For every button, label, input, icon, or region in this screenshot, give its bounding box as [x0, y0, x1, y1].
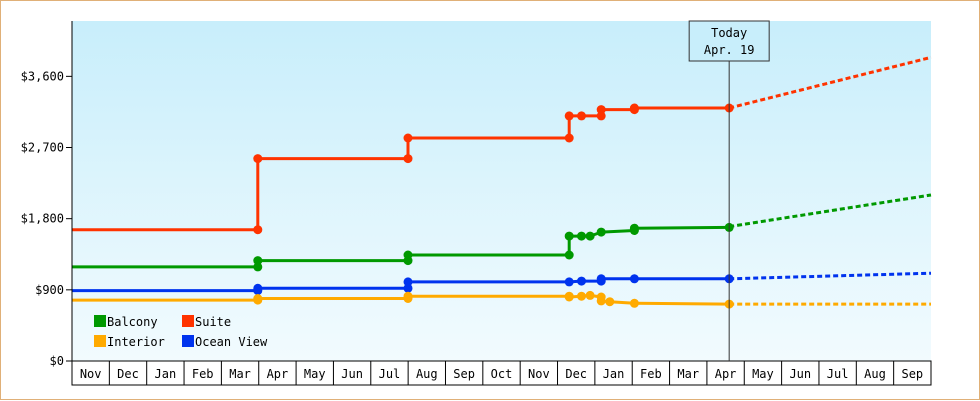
legend-label-balcony: Balcony — [107, 315, 158, 329]
forecast-line-ocean-view — [729, 271, 932, 281]
legend-swatch-ocean-view — [182, 335, 194, 347]
series-suite — [72, 55, 932, 235]
x-tick-label: Mar — [229, 367, 251, 381]
x-tick-label: Nov — [80, 367, 102, 381]
y-tick-label: $1,800 — [21, 212, 64, 226]
data-point — [564, 231, 574, 241]
data-point — [629, 223, 639, 233]
series-layer — [72, 55, 932, 309]
y-tick-label: $0 — [50, 354, 64, 368]
data-point — [403, 250, 413, 260]
data-point — [253, 294, 263, 303]
y-tick-label: $3,600 — [21, 69, 64, 83]
data-point — [596, 274, 606, 284]
data-point — [253, 256, 263, 266]
today-box — [688, 20, 770, 62]
x-tick-label: Jul — [827, 367, 849, 381]
x-tick-label: Feb — [640, 367, 662, 381]
legend-label-ocean-view: Ocean View — [195, 335, 268, 349]
plot-area — [72, 21, 931, 361]
legend-swatch-interior — [94, 335, 106, 347]
data-point — [253, 283, 263, 293]
data-point — [577, 111, 586, 121]
x-tick-label: Oct — [491, 367, 513, 381]
x-tick-label: May — [304, 367, 326, 381]
data-point — [605, 297, 615, 307]
data-point — [585, 231, 595, 241]
data-point — [403, 154, 413, 164]
data-point — [253, 262, 263, 272]
y-tick-label: $900 — [35, 283, 64, 297]
x-tick-label: Aug — [416, 367, 438, 381]
data-point — [596, 296, 606, 306]
legend-label-interior: Interior — [107, 335, 165, 349]
data-point — [403, 277, 413, 287]
month-band — [71, 360, 932, 386]
x-tick-label: Apr — [715, 367, 737, 381]
legend-label-suite: Suite — [195, 315, 231, 329]
data-point — [564, 277, 574, 287]
data-point — [564, 292, 574, 302]
data-point — [596, 227, 606, 237]
x-tick-label: Jun — [789, 367, 811, 381]
x-tick-label: Dec — [117, 367, 139, 381]
data-point — [564, 133, 574, 143]
x-tick-label: Sep — [901, 367, 923, 381]
data-point — [577, 291, 586, 301]
data-point — [564, 250, 574, 260]
x-tick-label: Aug — [864, 367, 886, 381]
x-tick-label: May — [752, 367, 774, 381]
y-tick-label: $2,700 — [21, 141, 64, 155]
data-point — [629, 103, 639, 113]
x-tick-label: Mar — [677, 367, 699, 381]
data-point — [585, 290, 595, 300]
series-ocean-view — [72, 271, 932, 296]
x-tick-label: Apr — [267, 367, 289, 381]
x-tick-label: Jul — [379, 367, 401, 381]
legend: Balcony Suite Interior Ocean View — [94, 315, 268, 349]
data-point — [629, 298, 639, 308]
data-point — [577, 231, 586, 241]
data-point — [403, 283, 413, 293]
x-tick-label: Nov — [528, 367, 550, 381]
today-label: Today — [711, 26, 747, 40]
x-tick-label: Dec — [565, 367, 587, 381]
forecast-line-balcony — [728, 193, 932, 229]
x-tick-label: Jun — [341, 367, 363, 381]
data-point — [596, 105, 606, 115]
x-tick-label: Jan — [603, 367, 625, 381]
data-point — [577, 276, 586, 286]
data-point — [596, 111, 606, 121]
data-point — [403, 291, 413, 301]
axis-layer: $0 $900 $1,800 $2,700 $3,600 Nov Dec Jan Feb Mar A… — [21, 21, 932, 386]
forecast-line-suite — [728, 55, 932, 110]
x-tick-label: Jan — [155, 367, 177, 381]
today-marker: Today Apr. 19 — [688, 20, 770, 361]
data-point — [629, 274, 639, 284]
data-point — [564, 111, 574, 121]
x-tick-label: Sep — [453, 367, 475, 381]
data-point — [403, 133, 413, 143]
series-balcony — [72, 193, 932, 272]
legend-swatch-suite — [182, 315, 194, 327]
legend-swatch-balcony — [94, 315, 106, 327]
data-point — [253, 225, 263, 235]
data-point — [253, 154, 263, 164]
x-tick-label: Feb — [192, 367, 214, 381]
today-date-label: Apr. 19 — [704, 43, 755, 57]
